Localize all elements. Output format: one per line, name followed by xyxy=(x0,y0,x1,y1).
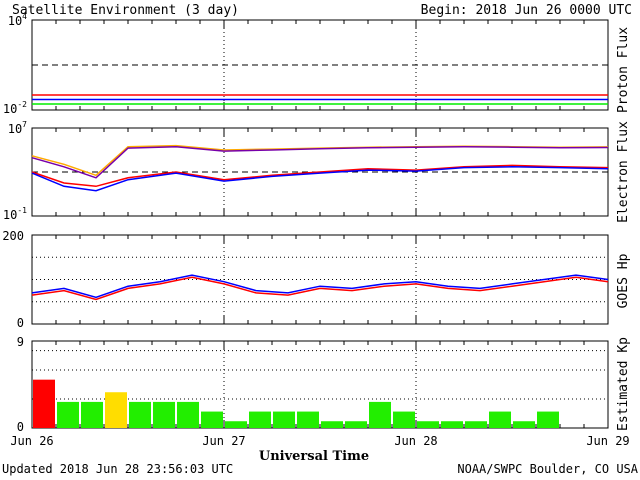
series-purple-1 xyxy=(31,145,609,179)
kp-bar-14 xyxy=(369,401,391,428)
proton-tick-bottom: 10-2 xyxy=(3,100,27,116)
kp-bar-2 xyxy=(81,401,103,428)
electron-ylabel: Electron Flux xyxy=(616,121,631,223)
x-axis-title: Universal Time xyxy=(259,449,369,464)
chart-title: Satellite Environment (3 day) xyxy=(12,3,239,18)
kp-bar-18 xyxy=(465,421,487,428)
kp-bar-4 xyxy=(129,401,151,428)
kp-bar-3 xyxy=(105,392,127,428)
kp-bar-17 xyxy=(441,421,463,428)
begin-time: Begin: 2018 Jun 26 0000 UTC xyxy=(421,3,632,18)
kp-bar-10 xyxy=(273,411,295,428)
series-red-2 xyxy=(31,276,609,301)
updated-time: Updated 2018 Jun 28 23:56:03 UTC xyxy=(2,462,233,476)
kp-bar-9 xyxy=(249,411,271,428)
kp-bar-12 xyxy=(321,421,343,428)
series-blue-1 xyxy=(31,166,609,192)
proton-tick-top: 104 xyxy=(8,12,27,28)
electron-tick-bottom: 10-1 xyxy=(3,206,27,222)
kp-bar-11 xyxy=(297,411,319,428)
kp-tick-bottom: 0 xyxy=(17,420,24,434)
kp-bar-21 xyxy=(537,411,559,428)
kp-bar-13 xyxy=(345,421,367,428)
credit-text: NOAA/SWPC Boulder, CO USA xyxy=(457,462,638,476)
x-tick-jun28: Jun 28 xyxy=(394,434,437,448)
kp-bar-6 xyxy=(177,401,199,428)
x-tick-jun29: Jun 29 xyxy=(586,434,629,448)
kp-bar-16 xyxy=(417,421,439,428)
kp-bar-15 xyxy=(393,411,415,428)
hp-tick-top: 200 xyxy=(2,229,24,243)
x-tick-jun27: Jun 27 xyxy=(202,434,245,448)
kp-ylabel: Estimated Kp xyxy=(616,337,631,431)
hp-ylabel: GOES Hp xyxy=(616,253,631,308)
kp-bar-1 xyxy=(57,401,79,428)
kp-bar-0 xyxy=(33,379,55,428)
kp-bar-5 xyxy=(153,401,175,428)
kp-bar-20 xyxy=(513,421,535,428)
electron-tick-top: 107 xyxy=(8,120,27,136)
kp-bar-19 xyxy=(489,411,511,428)
series-blue-2 xyxy=(31,274,609,299)
hp-tick-bottom: 0 xyxy=(17,316,24,330)
proton-ylabel: Proton Flux xyxy=(616,27,631,113)
kp-bar-8 xyxy=(225,421,247,428)
kp-tick-top: 9 xyxy=(17,335,24,349)
x-tick-jun26: Jun 26 xyxy=(10,434,53,448)
kp-bar-7 xyxy=(201,411,223,428)
series-red-1 xyxy=(31,164,609,188)
